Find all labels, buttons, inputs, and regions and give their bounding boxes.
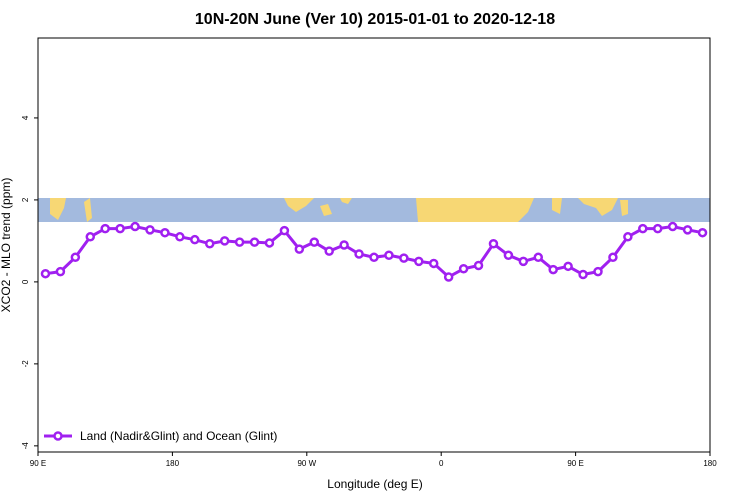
data-point — [623, 232, 633, 242]
map-strip — [38, 198, 710, 222]
data-point — [324, 246, 334, 256]
data-point — [652, 223, 663, 234]
data-point — [115, 223, 125, 234]
y-tick-label: 2 — [21, 197, 30, 202]
data-point — [264, 238, 275, 248]
data-point — [130, 221, 140, 232]
data-point — [175, 232, 185, 242]
data-point — [55, 266, 66, 277]
data-point — [488, 239, 499, 249]
data-point — [503, 250, 514, 260]
x-tick-label: 180 — [166, 459, 180, 468]
legend-label: Land (Nadir&Glint) and Ocean (Glint) — [80, 429, 277, 443]
data-point — [354, 249, 364, 259]
data-point — [100, 223, 110, 234]
data-point — [294, 244, 305, 254]
y-tick-label: 4 — [21, 115, 30, 120]
y-tick-label: -4 — [21, 442, 30, 450]
data-point — [190, 234, 200, 245]
data-point — [473, 260, 484, 271]
data-point — [697, 227, 708, 238]
data-point — [204, 239, 215, 249]
data-point — [234, 237, 245, 247]
data-point — [70, 252, 81, 263]
x-tick-label: 90 W — [297, 459, 316, 468]
data-point — [160, 227, 170, 238]
data-point — [458, 264, 469, 274]
data-point — [667, 221, 678, 232]
data-point — [219, 236, 230, 246]
data-point — [638, 223, 648, 234]
data-point — [414, 256, 424, 267]
data-point — [339, 240, 349, 250]
series-line — [45, 225, 703, 279]
data-point — [578, 269, 588, 280]
x-tick-label: 180 — [703, 459, 717, 468]
chart-title: 10N-20N June (Ver 10) 2015-01-01 to 2020… — [195, 11, 555, 28]
data-point — [399, 253, 409, 263]
data-point — [384, 250, 394, 260]
data-point — [548, 264, 558, 275]
legend-marker — [53, 431, 63, 441]
data-point — [40, 268, 51, 279]
data-point — [608, 252, 618, 263]
data-point — [563, 261, 573, 272]
data-point — [593, 266, 603, 277]
data-point — [85, 232, 96, 242]
data-point — [533, 252, 544, 263]
y-tick-label: -2 — [21, 360, 30, 368]
data-point — [443, 272, 454, 282]
data-point — [279, 225, 290, 236]
x-axis-label: Longitude (deg E) — [327, 477, 422, 491]
data-point — [682, 225, 693, 235]
data-point — [518, 256, 529, 267]
x-tick-label: 90 E — [30, 459, 46, 468]
data-point — [369, 252, 379, 263]
data-point — [145, 225, 155, 235]
data-point — [428, 258, 439, 269]
x-tick-label: 0 — [439, 459, 444, 468]
y-axis-label: XCO2 - MLO trend (ppm) — [0, 178, 13, 313]
x-tick-label: 90 E — [567, 459, 583, 468]
y-tick-label: 0 — [21, 279, 30, 284]
plot-frame — [37, 37, 711, 453]
data-point — [309, 237, 320, 247]
data-point — [249, 237, 260, 247]
